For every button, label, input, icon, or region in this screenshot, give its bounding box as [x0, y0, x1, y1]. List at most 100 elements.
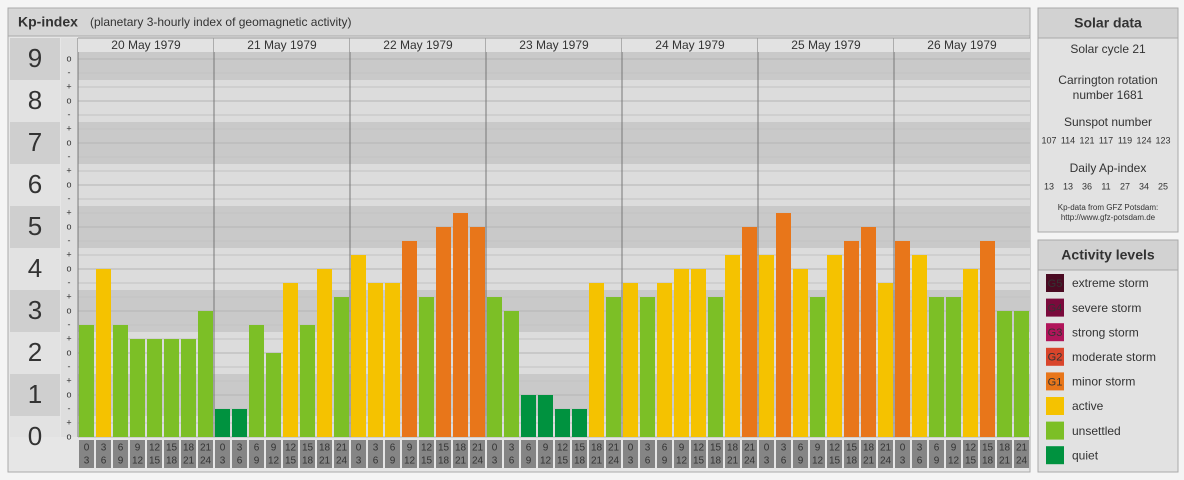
bar: [96, 269, 111, 437]
hour-end: 21: [591, 456, 603, 467]
hour-end: 21: [727, 456, 739, 467]
third-mark: o: [66, 221, 71, 231]
third-mark: +: [66, 375, 71, 385]
hour-end: 21: [319, 456, 331, 467]
third-mark: -: [68, 151, 71, 161]
title: Kp-index: [18, 14, 78, 30]
axis-band: [10, 80, 60, 122]
hour-cell: [96, 440, 111, 468]
bar: [793, 269, 808, 437]
hour-cell: [164, 440, 179, 468]
bar: [606, 297, 621, 437]
hour-end: 18: [574, 456, 586, 467]
hour-start: 21: [200, 443, 212, 454]
hour-cell: [130, 440, 145, 468]
hour-start: 9: [271, 443, 277, 454]
y-tick-label: 0: [28, 421, 42, 451]
hour-end: 21: [455, 456, 467, 467]
hour-end: 15: [149, 456, 161, 467]
hour-start: 12: [557, 443, 569, 454]
bar: [776, 213, 791, 437]
hour-end: 24: [472, 456, 484, 467]
solar-cycle: Solar cycle 21: [1070, 42, 1146, 56]
third-mark: o: [66, 179, 71, 189]
level-code: G4: [1048, 303, 1063, 315]
hour-cell: [912, 440, 927, 468]
hour-end: 3: [900, 456, 906, 467]
hour-start: 21: [1016, 443, 1028, 454]
level-swatch: [1046, 323, 1064, 342]
bar: [640, 297, 655, 437]
bar: [521, 395, 536, 437]
hour-start: 9: [815, 443, 821, 454]
level-code: G2: [1048, 352, 1063, 364]
axis-band: [10, 332, 60, 374]
bar: [657, 282, 672, 437]
hour-start: 9: [951, 443, 957, 454]
axis-band: [10, 206, 60, 248]
third-mark: -: [68, 109, 71, 119]
hour-cell: [946, 440, 961, 468]
date-bg: [758, 38, 894, 52]
hour-start: 21: [880, 443, 892, 454]
date-bg: [78, 38, 214, 52]
hour-cell: [79, 440, 94, 468]
hour-cell: [878, 440, 893, 468]
third-mark: +: [66, 123, 71, 133]
hour-end: 12: [812, 456, 824, 467]
level-label: extreme storm: [1072, 276, 1149, 290]
date-bg: [486, 38, 622, 52]
hour-cell: [844, 440, 859, 468]
hour-start: 18: [999, 443, 1011, 454]
hour-start: 3: [917, 443, 923, 454]
hour-start: 3: [781, 443, 787, 454]
hour-cell: [419, 440, 434, 468]
third-mark: +: [66, 249, 71, 259]
hour-cell: [351, 440, 366, 468]
level-label: severe storm: [1072, 301, 1141, 315]
hour-cell: [674, 440, 689, 468]
level-swatch: [1046, 372, 1064, 391]
bar: [385, 282, 400, 437]
third-mark: -: [68, 277, 71, 287]
bar: [980, 240, 995, 437]
hour-start: 18: [591, 443, 603, 454]
level-swatch: [1046, 347, 1064, 366]
bar: [470, 227, 485, 437]
hour-cell: [929, 440, 944, 468]
date-bg: [894, 38, 1030, 52]
hour-start: 0: [764, 443, 770, 454]
bar: [555, 408, 570, 437]
ap-value: 25: [1158, 181, 1168, 191]
hour-cell: [334, 440, 349, 468]
level-label: active: [1072, 399, 1104, 413]
hour-end: 18: [982, 456, 994, 467]
carrington: Carrington rotation: [1058, 73, 1157, 87]
hour-start: 21: [472, 443, 484, 454]
hour-cell: [266, 440, 281, 468]
level-code: G5: [1048, 278, 1063, 290]
source: http://www.gfz-potsdam.de: [1061, 213, 1156, 222]
hour-cell: [793, 440, 808, 468]
hour-start: 0: [628, 443, 634, 454]
hour-cell: [725, 440, 740, 468]
hour-cell: [589, 440, 604, 468]
hour-end: 18: [302, 456, 314, 467]
hour-end: 18: [846, 456, 858, 467]
third-mark: o: [66, 347, 71, 357]
hour-end: 3: [492, 456, 498, 467]
sunspot-title: Sunspot number: [1064, 115, 1152, 129]
third-mark: o: [66, 137, 71, 147]
hour-start: 6: [798, 443, 804, 454]
third-mark: -: [68, 361, 71, 371]
hour-start: 6: [662, 443, 668, 454]
axis-band: [10, 290, 60, 332]
hour-start: 0: [84, 443, 90, 454]
level-label: minor storm: [1072, 375, 1135, 389]
bar: [79, 324, 94, 437]
hour-start: 6: [118, 443, 124, 454]
bar: [589, 282, 604, 437]
hour-end: 9: [934, 456, 940, 467]
hour-cell: [963, 440, 978, 468]
date-bg: [350, 38, 486, 52]
